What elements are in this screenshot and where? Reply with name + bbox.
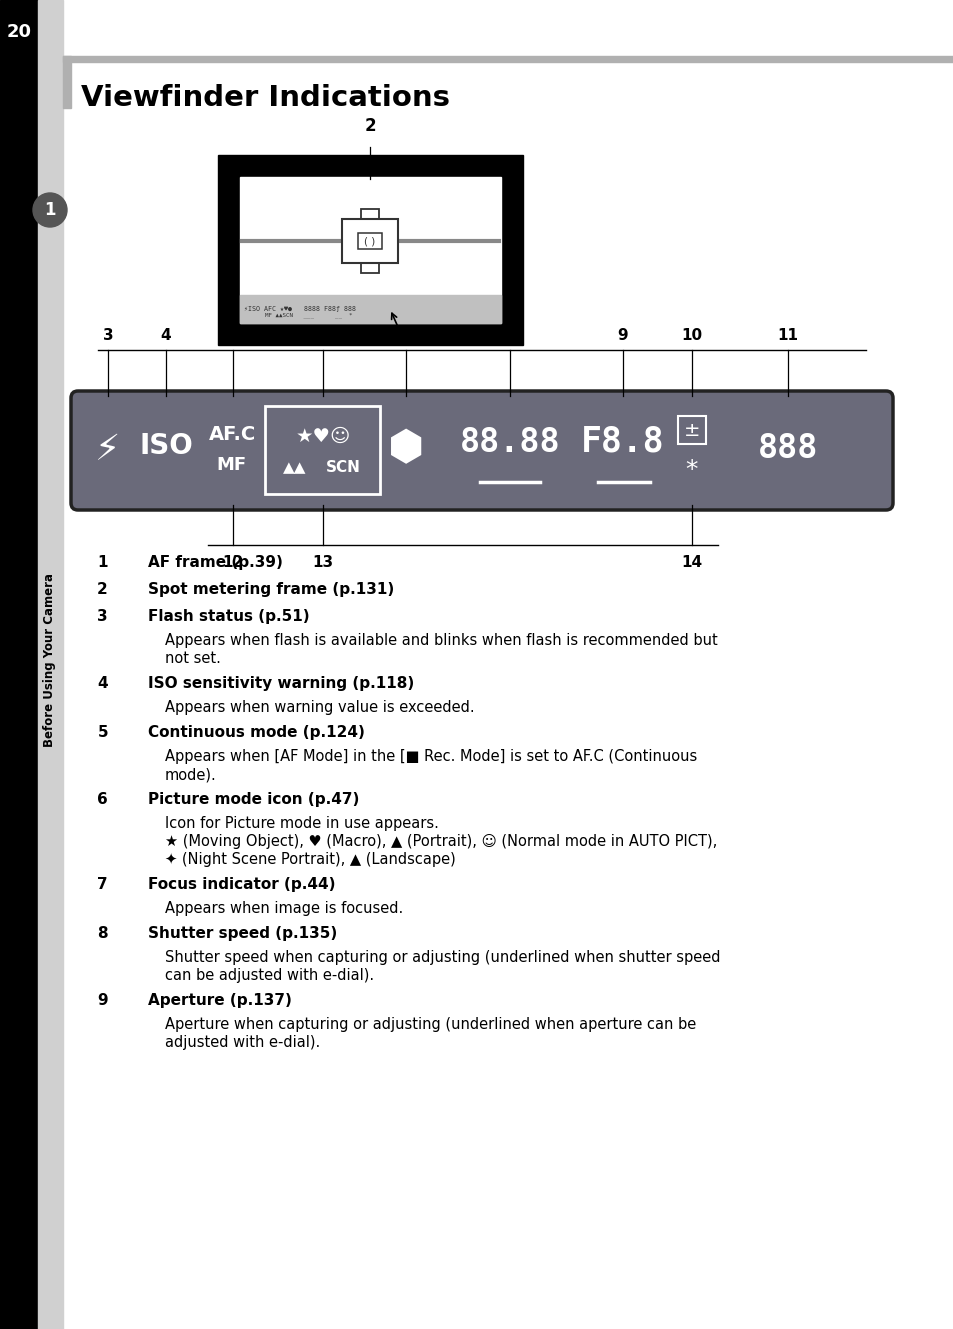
- Bar: [63, 56, 953, 62]
- Text: ★ (Moving Object), ♥ (Macro), ▲ (Portrait), ☺ (Normal mode in AUTO PICT),: ★ (Moving Object), ♥ (Macro), ▲ (Portrai…: [165, 835, 717, 849]
- Text: can be adjusted with e-dial).: can be adjusted with e-dial).: [165, 968, 374, 983]
- Text: ▲▲: ▲▲: [283, 461, 307, 476]
- Text: 20: 20: [7, 23, 31, 41]
- Text: 2: 2: [364, 117, 375, 136]
- Text: Icon for Picture mode in use appears.: Icon for Picture mode in use appears.: [165, 816, 438, 831]
- Text: F8.8: F8.8: [580, 425, 664, 459]
- Bar: [360, 263, 378, 272]
- Text: Picture mode icon (p.47): Picture mode icon (p.47): [148, 792, 359, 807]
- Bar: [678, 416, 705, 444]
- Text: mode).: mode).: [165, 767, 216, 781]
- Text: 4: 4: [97, 676, 108, 691]
- Text: 9: 9: [97, 993, 108, 1007]
- Text: 1: 1: [97, 556, 108, 570]
- Text: 14: 14: [680, 556, 701, 570]
- Text: ISO: ISO: [139, 432, 193, 460]
- Bar: [63, 56, 71, 108]
- Text: 11: 11: [777, 328, 798, 343]
- Bar: [38, 0, 63, 1329]
- Text: Appears when [AF Mode] in the [■ Rec. Mode] is set to AF.C (Continuous: Appears when [AF Mode] in the [■ Rec. Mo…: [165, 750, 697, 764]
- Text: 8: 8: [97, 926, 108, 941]
- Circle shape: [33, 193, 67, 227]
- Text: 888: 888: [757, 432, 818, 465]
- Bar: [218, 155, 522, 346]
- Text: SCN: SCN: [325, 461, 360, 476]
- Text: Aperture when capturing or adjusting (underlined when aperture can be: Aperture when capturing or adjusting (un…: [165, 1017, 696, 1033]
- Text: 3: 3: [97, 609, 108, 625]
- Text: Viewfinder Indications: Viewfinder Indications: [81, 84, 450, 112]
- Text: AF.C: AF.C: [209, 425, 256, 444]
- Text: 13: 13: [313, 556, 334, 570]
- Text: 5: 5: [228, 328, 238, 343]
- Text: ISO sensitivity warning (p.118): ISO sensitivity warning (p.118): [148, 676, 414, 691]
- Text: 1: 1: [222, 233, 233, 250]
- Text: Appears when flash is available and blinks when flash is recommended but: Appears when flash is available and blin…: [165, 633, 717, 649]
- Text: ( ): ( ): [364, 237, 375, 247]
- Text: 1: 1: [44, 201, 55, 219]
- Text: 6: 6: [97, 792, 108, 807]
- Text: Appears when image is focused.: Appears when image is focused.: [165, 901, 403, 916]
- Text: Continuous mode (p.124): Continuous mode (p.124): [148, 726, 364, 740]
- Text: not set.: not set.: [165, 651, 221, 666]
- Bar: [265, 405, 379, 494]
- Text: 12: 12: [222, 556, 243, 570]
- Bar: [341, 219, 397, 263]
- Text: 8: 8: [504, 328, 515, 343]
- Text: ✦ (Night Scene Portrait), ▲ (Landscape): ✦ (Night Scene Portrait), ▲ (Landscape): [165, 852, 456, 867]
- Text: Before Using Your Camera: Before Using Your Camera: [44, 573, 56, 747]
- Bar: [240, 295, 500, 323]
- Bar: [357, 233, 381, 249]
- Text: AF frame (p.39): AF frame (p.39): [148, 556, 283, 570]
- Text: Shutter speed (p.135): Shutter speed (p.135): [148, 926, 337, 941]
- Text: Focus indicator (p.44): Focus indicator (p.44): [148, 877, 335, 892]
- Text: ⚡: ⚡: [95, 433, 121, 466]
- Text: ⚡ISO AFC ★♥●   8888 F88ƒ 888: ⚡ISO AFC ★♥● 8888 F88ƒ 888: [244, 306, 355, 312]
- Text: 10: 10: [680, 328, 701, 343]
- Text: ⬢: ⬢: [388, 427, 424, 469]
- Text: Shutter speed when capturing or adjusting (underlined when shutter speed: Shutter speed when capturing or adjustin…: [165, 950, 720, 965]
- Text: adjusted with e-dial).: adjusted with e-dial).: [165, 1035, 320, 1050]
- Text: *: *: [685, 459, 698, 482]
- Bar: [360, 209, 378, 219]
- Text: 7: 7: [97, 877, 108, 892]
- Text: ±: ±: [683, 420, 700, 440]
- Text: Flash status (p.51): Flash status (p.51): [148, 609, 310, 625]
- Text: 1: 1: [506, 233, 518, 250]
- Text: 9: 9: [617, 328, 628, 343]
- Text: Spot metering frame (p.131): Spot metering frame (p.131): [148, 582, 394, 597]
- Text: ★♥☺: ★♥☺: [295, 427, 351, 445]
- Text: 7: 7: [400, 328, 411, 343]
- Bar: [0, 0, 38, 1329]
- Text: Aperture (p.137): Aperture (p.137): [148, 993, 292, 1007]
- Text: MF ▲▲SCN   ___      __  *: MF ▲▲SCN ___ __ *: [244, 312, 352, 318]
- Text: 6: 6: [317, 328, 328, 343]
- Bar: [240, 177, 500, 323]
- Text: 4: 4: [160, 328, 172, 343]
- Text: Appears when warning value is exceeded.: Appears when warning value is exceeded.: [165, 700, 475, 715]
- Text: MF: MF: [215, 456, 246, 474]
- Text: 88.88: 88.88: [459, 425, 559, 459]
- FancyBboxPatch shape: [71, 391, 892, 510]
- Text: 5: 5: [97, 726, 108, 740]
- Text: 3: 3: [103, 328, 113, 343]
- Text: 2: 2: [97, 582, 108, 597]
